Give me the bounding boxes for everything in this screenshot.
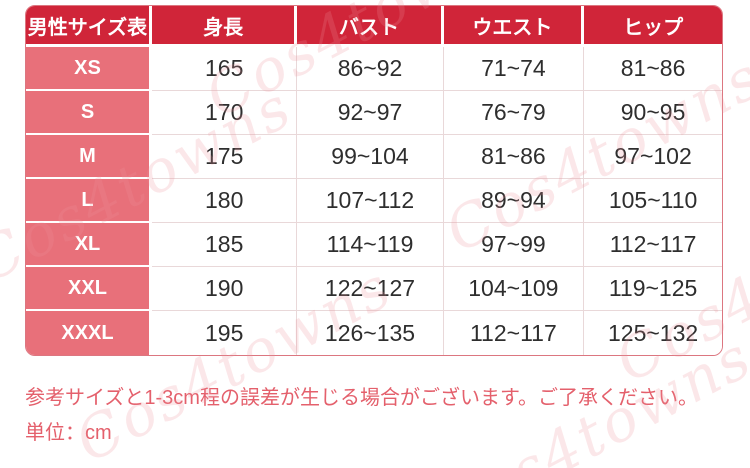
height-value: 175 bbox=[151, 135, 298, 179]
header-height: 身長 bbox=[151, 6, 298, 47]
table-row-l: L 180 107~112 89~94 105~110 bbox=[26, 179, 722, 223]
size-label: XXL bbox=[26, 267, 152, 311]
bust-value: 86~92 bbox=[297, 47, 444, 91]
size-label: XS bbox=[26, 47, 152, 91]
waist-value: 104~109 bbox=[443, 267, 585, 311]
table-row-xxl: XXL 190 122~127 104~109 119~125 bbox=[26, 267, 722, 311]
hip-value: 112~117 bbox=[584, 223, 722, 267]
table-row-m: M 175 99~104 81~86 97~102 bbox=[26, 135, 722, 179]
height-value: 165 bbox=[151, 47, 298, 91]
size-label: M bbox=[26, 135, 152, 179]
height-value: 195 bbox=[151, 311, 298, 355]
bust-value: 99~104 bbox=[297, 135, 444, 179]
bust-value: 92~97 bbox=[297, 91, 444, 135]
size-label: L bbox=[26, 179, 152, 223]
table-row-s: S 170 92~97 76~79 90~95 bbox=[26, 91, 722, 135]
header-row: 男性サイズ表 身長 バスト ウエスト ヒップ bbox=[26, 6, 722, 47]
height-value: 185 bbox=[151, 223, 298, 267]
size-label: XXXL bbox=[26, 311, 152, 355]
height-value: 170 bbox=[151, 91, 298, 135]
bust-value: 122~127 bbox=[297, 267, 444, 311]
bust-value: 107~112 bbox=[297, 179, 444, 223]
size-label: S bbox=[26, 91, 152, 135]
waist-value: 89~94 bbox=[443, 179, 585, 223]
bust-value: 114~119 bbox=[297, 223, 444, 267]
waist-value: 71~74 bbox=[443, 47, 585, 91]
hip-value: 125~132 bbox=[584, 311, 722, 355]
header-waist: ウエスト bbox=[443, 6, 585, 47]
waist-value: 112~117 bbox=[443, 311, 585, 355]
table-row-xxxl: XXXL 195 126~135 112~117 125~132 bbox=[26, 311, 722, 355]
height-value: 190 bbox=[151, 267, 298, 311]
note-unit: 単位：cm bbox=[25, 422, 112, 444]
note-size-tolerance: 参考サイズと1-3cm程の誤差が生じる場合がございます。ご了承ください。 bbox=[25, 387, 698, 409]
hip-value: 105~110 bbox=[584, 179, 722, 223]
size-table-card: 男性サイズ表 身長 バスト ウエスト ヒップ XS 165 86~92 71~7… bbox=[25, 5, 723, 356]
waist-value: 97~99 bbox=[443, 223, 585, 267]
waist-value: 76~79 bbox=[443, 91, 585, 135]
header-size-chart-title: 男性サイズ表 bbox=[26, 6, 152, 47]
height-value: 180 bbox=[151, 179, 298, 223]
hip-value: 97~102 bbox=[584, 135, 722, 179]
size-label: XL bbox=[26, 223, 152, 267]
waist-value: 81~86 bbox=[443, 135, 585, 179]
footnotes: 参考サイズと1-3cm程の誤差が生じる場合がございます。ご了承ください。 単位：… bbox=[25, 381, 698, 451]
bust-value: 126~135 bbox=[297, 311, 444, 355]
table-row-xs: XS 165 86~92 71~74 81~86 bbox=[26, 47, 722, 91]
table-row-xl: XL 185 114~119 97~99 112~117 bbox=[26, 223, 722, 267]
hip-value: 90~95 bbox=[584, 91, 722, 135]
hip-value: 81~86 bbox=[584, 47, 722, 91]
header-bust: バスト bbox=[297, 6, 444, 47]
hip-value: 119~125 bbox=[584, 267, 722, 311]
header-hip: ヒップ bbox=[584, 6, 722, 47]
mens-size-table: 男性サイズ表 身長 バスト ウエスト ヒップ XS 165 86~92 71~7… bbox=[26, 6, 722, 355]
